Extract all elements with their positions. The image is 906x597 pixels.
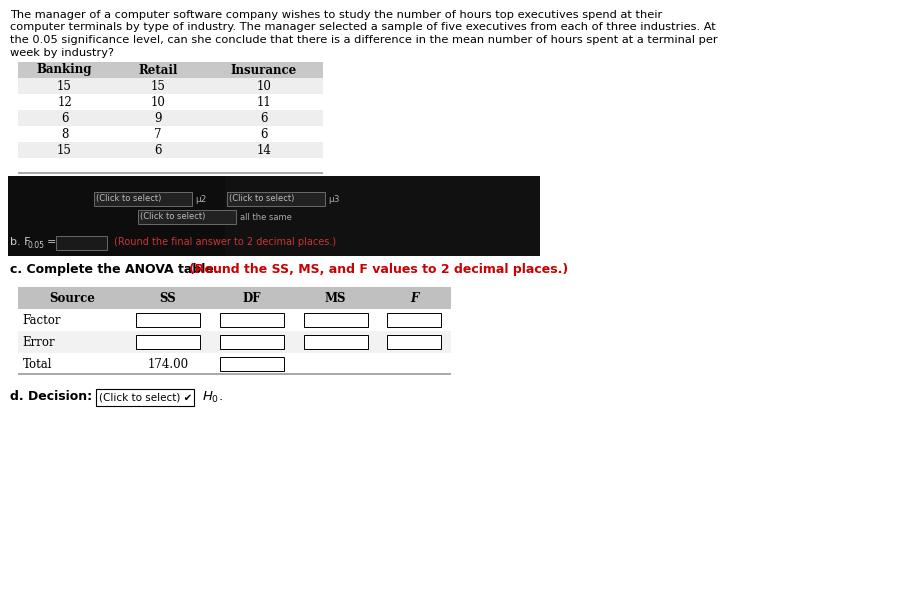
Text: 10: 10 bbox=[150, 96, 166, 109]
Text: 15: 15 bbox=[57, 143, 72, 156]
Text: (Click to select): (Click to select) bbox=[228, 195, 294, 204]
Text: c. Complete the ANOVA table.: c. Complete the ANOVA table. bbox=[10, 263, 223, 275]
Bar bbox=[96, 389, 194, 406]
Text: The manager of a computer software company wishes to study the number of hours t: The manager of a computer software compa… bbox=[10, 10, 662, 20]
Bar bbox=[226, 192, 325, 206]
Bar bbox=[18, 126, 323, 142]
Bar bbox=[387, 335, 441, 349]
Text: =: = bbox=[47, 237, 57, 247]
Bar bbox=[18, 331, 451, 353]
Bar bbox=[18, 110, 323, 126]
Text: Banking: Banking bbox=[37, 63, 92, 76]
Text: 6: 6 bbox=[61, 112, 68, 125]
Text: (Click to select): (Click to select) bbox=[96, 195, 161, 204]
Bar bbox=[304, 313, 368, 327]
Text: 15: 15 bbox=[150, 79, 166, 93]
Text: (Click to select) ✔: (Click to select) ✔ bbox=[99, 392, 192, 402]
Bar bbox=[220, 313, 284, 327]
Text: Source: Source bbox=[49, 291, 95, 304]
Text: 8: 8 bbox=[61, 128, 68, 140]
Text: $H_0$.: $H_0$. bbox=[202, 389, 223, 405]
Text: SS: SS bbox=[159, 291, 177, 304]
Text: 0.05: 0.05 bbox=[27, 241, 44, 250]
Bar bbox=[18, 142, 323, 158]
Text: (Click to select): (Click to select) bbox=[140, 213, 206, 221]
Text: all the same: all the same bbox=[240, 213, 293, 221]
Text: 15: 15 bbox=[57, 79, 72, 93]
Text: F: F bbox=[410, 291, 419, 304]
Text: week by industry?: week by industry? bbox=[10, 48, 114, 57]
Text: μ2: μ2 bbox=[195, 195, 207, 204]
Bar bbox=[126, 287, 210, 309]
Bar bbox=[18, 78, 323, 94]
Bar bbox=[93, 192, 192, 206]
Text: computer terminals by type of industry. The manager selected a sample of five ex: computer terminals by type of industry. … bbox=[10, 23, 716, 32]
Bar bbox=[18, 353, 451, 375]
Text: d. Decision:: d. Decision: bbox=[10, 390, 96, 404]
Text: 14: 14 bbox=[256, 143, 272, 156]
Text: 11: 11 bbox=[256, 96, 272, 109]
Text: MS: MS bbox=[324, 291, 346, 304]
Text: 6: 6 bbox=[154, 143, 162, 156]
Text: the 0.05 significance level, can she conclude that there is a difference in the : the 0.05 significance level, can she con… bbox=[10, 35, 718, 45]
Bar bbox=[136, 313, 200, 327]
Bar bbox=[136, 335, 200, 349]
Text: DF: DF bbox=[243, 291, 261, 304]
Text: Insurance: Insurance bbox=[231, 63, 297, 76]
Bar bbox=[111, 62, 205, 78]
Bar bbox=[18, 172, 323, 174]
Text: 9: 9 bbox=[154, 112, 162, 125]
Bar bbox=[8, 176, 225, 256]
Text: 6: 6 bbox=[260, 128, 268, 140]
Text: 6: 6 bbox=[260, 112, 268, 125]
Text: μ3: μ3 bbox=[328, 195, 340, 204]
Bar bbox=[220, 357, 284, 371]
Text: Total: Total bbox=[23, 358, 53, 371]
Bar bbox=[387, 313, 441, 327]
Bar bbox=[138, 210, 236, 224]
Bar bbox=[18, 62, 111, 78]
Bar bbox=[18, 94, 323, 110]
Bar bbox=[8, 176, 540, 256]
Text: (Round the final answer to 2 decimal places.): (Round the final answer to 2 decimal pla… bbox=[114, 237, 336, 247]
Text: b. F: b. F bbox=[10, 237, 31, 247]
Text: 12: 12 bbox=[57, 96, 72, 109]
Bar bbox=[18, 309, 451, 331]
Bar bbox=[210, 287, 294, 309]
Text: Error: Error bbox=[23, 336, 55, 349]
Text: 10: 10 bbox=[256, 79, 272, 93]
Text: Retail: Retail bbox=[139, 63, 178, 76]
Bar bbox=[220, 335, 284, 349]
Bar bbox=[205, 62, 323, 78]
Text: 174.00: 174.00 bbox=[148, 358, 188, 371]
Bar bbox=[304, 335, 368, 349]
Text: (Round the SS, MS, and F values to 2 decimal places.): (Round the SS, MS, and F values to 2 dec… bbox=[189, 263, 568, 275]
Text: Factor: Factor bbox=[23, 313, 62, 327]
Text: 7: 7 bbox=[154, 128, 162, 140]
Bar bbox=[294, 287, 378, 309]
Bar bbox=[18, 287, 126, 309]
Bar bbox=[56, 236, 108, 250]
Bar bbox=[18, 373, 451, 375]
Bar bbox=[378, 287, 451, 309]
